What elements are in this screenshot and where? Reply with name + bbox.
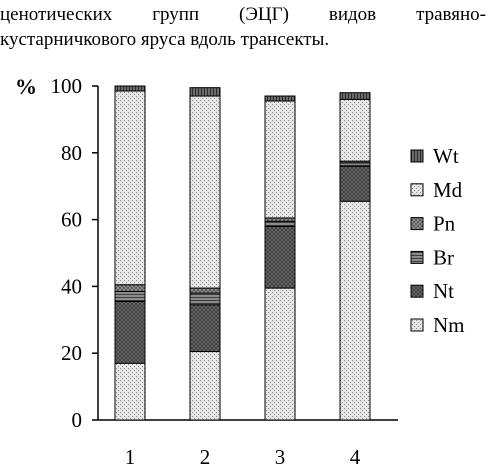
bar-segment-nt bbox=[264, 225, 296, 289]
legend-swatch-nt bbox=[410, 284, 424, 298]
y-tick-label: 40 bbox=[61, 274, 82, 298]
bar-segment-wt bbox=[114, 85, 146, 92]
x-tick-label: 3 bbox=[275, 445, 286, 466]
bar-segment-nm bbox=[339, 200, 371, 421]
bar-segment-nt bbox=[189, 304, 221, 353]
legend-label-md: Md bbox=[433, 178, 463, 202]
bar-segment-nt bbox=[339, 165, 371, 202]
y-axis-label: % bbox=[15, 74, 37, 99]
y-tick-label: 80 bbox=[61, 141, 82, 165]
y-axis: 0 20 40 60 80 100% bbox=[15, 74, 99, 432]
bar-segment-pn bbox=[189, 287, 221, 294]
legend-swatch-br bbox=[410, 250, 424, 264]
bar-segment-md bbox=[339, 98, 371, 162]
legend-swatch-pn bbox=[410, 217, 424, 231]
y-tick-label: 20 bbox=[61, 341, 82, 365]
legend: Wt Md Pn Br Nt Nm bbox=[410, 144, 465, 337]
legend-swatch-nm bbox=[410, 318, 424, 332]
bar-segment-nm bbox=[264, 287, 296, 421]
bar-segment-pn bbox=[264, 217, 296, 222]
bar-segment-wt bbox=[189, 87, 221, 97]
legend-label-pn: Pn bbox=[433, 212, 456, 236]
legend-label-nt: Nt bbox=[433, 279, 454, 303]
y-tick-label: 0 bbox=[72, 408, 83, 432]
x-tick-label: 2 bbox=[200, 445, 211, 466]
y-tick-label: 60 bbox=[61, 208, 82, 232]
bar-segment-md bbox=[189, 95, 221, 289]
x-tick-label: 4 bbox=[350, 445, 361, 466]
legend-swatch-wt bbox=[410, 149, 424, 163]
caption-line-1: ценотических групп (ЭЦГ) видов травяно- bbox=[0, 4, 486, 25]
bar-segment-nm bbox=[114, 362, 146, 421]
caption-line-2: кустарничкового яруса вдоль трансекты. bbox=[0, 29, 330, 50]
legend-label-br: Br bbox=[433, 245, 454, 269]
y-tick-label: 100 bbox=[51, 74, 83, 98]
bar-segment-br bbox=[264, 220, 296, 227]
bar-segment-pn bbox=[114, 284, 146, 292]
x-tick-label: 1 bbox=[125, 445, 136, 466]
bars bbox=[114, 85, 371, 421]
bar-segment-md bbox=[264, 100, 296, 219]
bar-segment-wt bbox=[264, 95, 296, 102]
bar-segment-nt bbox=[114, 300, 146, 364]
bar-segment-md bbox=[114, 90, 146, 286]
bar-segment-br bbox=[189, 292, 221, 306]
x-axis: 1 2 3 4 bbox=[98, 419, 398, 466]
legend-swatch-md bbox=[410, 183, 424, 197]
legend-label-wt: Wt bbox=[433, 144, 459, 168]
bar-segment-wt bbox=[339, 92, 371, 100]
legend-label-nm: Nm bbox=[433, 313, 465, 337]
bar-segment-nm bbox=[189, 351, 221, 421]
bar-segment-br bbox=[339, 162, 371, 167]
bar-segment-br bbox=[114, 290, 146, 302]
